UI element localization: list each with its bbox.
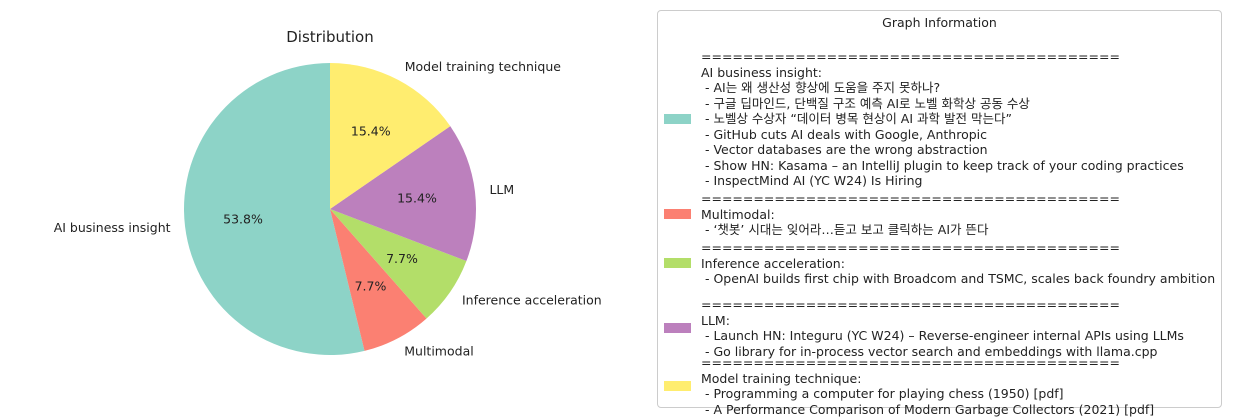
slice-label: LLM [489,182,514,197]
legend-box: Graph Information ======================… [657,10,1222,417]
slice-percentage: 53.8% [223,211,263,226]
chart-title: Distribution [286,28,374,46]
legend-item: - InspectMind AI (YC W24) Is Hiring [701,173,923,188]
pie-slice [330,209,427,351]
slice-label: AI business insight [54,220,171,235]
legend-item: - AI는 왜 생산성 향상에 도움을 주지 못하나? [701,80,941,95]
legend-item: - ‘챗봇’ 시대는 잊어라…듣고 보고 클릭하는 AI가 뜬다 [701,222,989,237]
slice-label: Multimodal [404,343,473,358]
legend-item: - Programming a computer for playing che… [701,386,1064,401]
slice-percentage: 7.7% [386,251,418,266]
legend-separator: ======================================== [701,355,1120,370]
legend-item: - Show HN: Kasama – an IntelliJ plugin t… [701,157,1184,173]
legend-heading: AI business insight: [701,64,823,80]
legend-heading: Inference acceleration: [701,255,845,271]
legend-swatch [664,323,691,333]
legend-item: - Launch HN: Integuru (YC W24) – Reverse… [701,328,1184,343]
legend-item: - 구글 딥마인드, 단백질 구조 예측 AI로 노벨 화학상 공동 수상 [701,95,1030,111]
legend-separator: ======================================== [701,297,1120,312]
legend-separator: ======================================== [701,191,1120,206]
legend-item: - GitHub cuts AI deals with Google, Anth… [701,126,987,142]
legend-heading: Model training technique: [701,370,862,386]
legend-heading: LLM: [701,312,730,328]
legend-item: - 노벨상 수상자 “데이터 병목 현상이 AI 과학 발전 막는다” [701,111,1012,126]
slice-percentage: 15.4% [351,123,391,138]
pie-slice [330,209,467,319]
legend-title: Graph Information [882,15,997,30]
legend-swatch [664,381,691,391]
legend-swatch [664,258,691,269]
pie-slice [184,63,365,355]
legend-item: - Go library for in-process vector searc… [701,343,1158,359]
legend-swatch [664,113,691,124]
legend-swatch [664,209,691,220]
pie-chart: Distribution AI business insight 53.8% Mul… [54,28,602,358]
legend-heading: Multimodal: [701,206,775,222]
slice-percentage: 15.4% [397,191,437,206]
pie-slice [330,126,476,262]
legend-item: - OpenAI builds first chip with Broadcom… [701,271,1216,286]
legend-separator: ======================================== [701,49,1120,64]
slice-percentage: 7.7% [355,279,387,294]
legend-separator: ======================================== [701,240,1120,255]
legend-item: - Vector databases are the wrong abstrac… [701,142,988,157]
slice-label: Inference acceleration [462,293,602,308]
legend-item: - A Performance Comparison of Modern Gar… [701,401,1155,417]
pie-slice [330,63,451,209]
slice-label: Model training technique [405,59,562,74]
